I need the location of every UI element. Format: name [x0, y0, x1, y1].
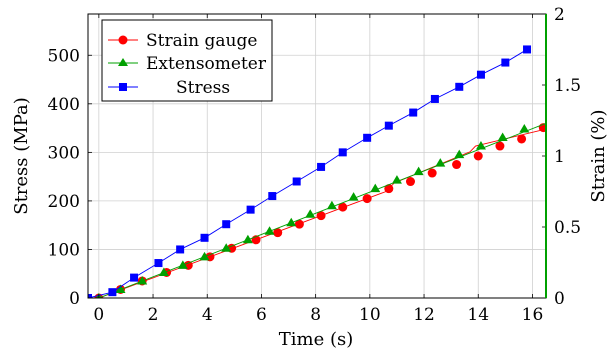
legend-marker-stress [119, 83, 127, 91]
y-tick-label-right: 0.5 [554, 218, 581, 238]
y-axis-title-right: Strain (%) [588, 109, 609, 202]
legend-marker-strain-gauge [118, 35, 128, 45]
data-point-stress [317, 162, 326, 171]
data-point-extensometer [221, 243, 232, 252]
data-point-strain-gauge [517, 134, 527, 144]
data-point-stress [384, 121, 393, 130]
y-tick-label-left: 400 [48, 95, 80, 115]
y-tick-label-left: 0 [69, 289, 80, 309]
y-tick-label-left: 100 [48, 240, 80, 260]
data-point-extensometer [158, 267, 169, 276]
data-point-extensometer [391, 175, 402, 184]
data-point-stress [363, 133, 372, 142]
x-tick-label: 2 [148, 305, 159, 325]
x-axis-title: Time (s) [279, 329, 354, 350]
data-point-extensometer [497, 132, 508, 142]
data-point-strain-gauge [338, 202, 348, 212]
data-point-extensometer [413, 166, 424, 176]
data-point-stress [200, 233, 209, 242]
data-point-extensometer [264, 226, 275, 235]
legend-label-extensometer: Extensometer [146, 54, 267, 74]
data-point-strain-gauge [273, 228, 283, 238]
data-point-stress [88, 294, 92, 298]
data-point-strain-gauge [362, 194, 372, 204]
data-point-stress [130, 273, 139, 282]
data-point-strain-gauge [316, 211, 326, 221]
data-point-stress [476, 70, 485, 79]
data-point-strain-gauge [294, 219, 304, 229]
legend-label-stress: Stress [176, 78, 230, 98]
data-point-stress [222, 220, 231, 229]
x-tick-label: 8 [310, 305, 321, 325]
data-point-extensometer [305, 209, 316, 218]
y-axis-title-left: Stress (MPa) [11, 97, 32, 215]
data-point-stress [455, 82, 464, 91]
y-tick-label-left: 500 [48, 46, 80, 66]
data-point-stress [246, 205, 255, 214]
data-point-strain-gauge [473, 151, 483, 161]
series-layer [88, 45, 546, 298]
data-point-strain-gauge [384, 184, 394, 194]
data-point-extensometer [326, 200, 337, 210]
data-point-stress [501, 58, 510, 67]
x-tick-label: 14 [467, 305, 489, 325]
data-point-strain-gauge [427, 168, 437, 178]
legend-item-strain-gauge: Strain gauge [108, 31, 257, 51]
x-tick-label: 10 [359, 305, 381, 325]
y-tick-label-right: 1 [554, 147, 565, 167]
series-line-extensometer [98, 122, 546, 298]
data-point-stress [268, 192, 277, 201]
y-tick-label-left: 200 [48, 192, 80, 212]
data-point-strain-gauge [495, 141, 505, 151]
ticks [88, 13, 546, 299]
y-tick-label-left: 300 [48, 143, 80, 163]
x-tick-label: 0 [93, 305, 104, 325]
legend-item-extensometer: Extensometer [108, 54, 267, 74]
legend-marker-extensometer [118, 58, 128, 66]
x-tick-label: 12 [413, 305, 435, 325]
x-tick-label: 16 [522, 305, 544, 325]
data-point-stress [292, 177, 301, 186]
data-point-extensometer [199, 251, 210, 261]
legend-item-stress: Stress [108, 78, 230, 98]
data-point-extensometer [454, 149, 465, 159]
x-tick-label: 4 [202, 305, 213, 325]
data-point-extensometer [475, 141, 486, 150]
data-point-stress [176, 245, 185, 254]
data-point-extensometer [348, 192, 359, 201]
legend-label-strain-gauge: Strain gauge [146, 31, 257, 51]
data-point-extensometer [519, 124, 530, 133]
y-tick-label-right: 1.5 [554, 76, 581, 96]
data-point-extensometer [115, 284, 126, 293]
data-point-stress [430, 94, 439, 103]
tick-labels: 0 2 4 6 8 10 12 14 16 0 100 200 300 400 500 0 0.5 1 1.5 2 [48, 5, 582, 325]
y-tick-label-right: 2 [554, 5, 565, 25]
data-point-stress [338, 148, 347, 157]
data-point-extensometer [286, 217, 297, 227]
series-group [88, 45, 546, 298]
data-point-strain-gauge [452, 160, 462, 170]
data-point-stress [108, 288, 117, 297]
data-point-extensometer [137, 275, 148, 285]
data-point-extensometer [177, 260, 188, 269]
data-point-extensometer [370, 183, 381, 193]
data-point-stress [154, 259, 163, 268]
data-point-extensometer [242, 234, 253, 244]
data-point-strain-gauge [405, 177, 415, 187]
data-point-stress [409, 108, 418, 117]
legend: Strain gauge Extensometer Stress [101, 19, 273, 102]
y-tick-label-right: 0 [554, 289, 565, 309]
data-point-stress [523, 45, 532, 54]
data-point-extensometer [435, 158, 446, 167]
x-tick-label: 6 [256, 305, 267, 325]
